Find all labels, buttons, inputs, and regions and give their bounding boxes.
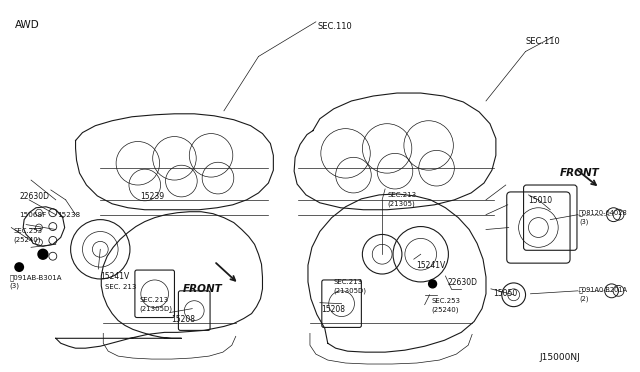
Text: 15238: 15238	[57, 212, 80, 218]
Text: (3): (3)	[10, 283, 19, 289]
Text: (21305D): (21305D)	[140, 306, 173, 312]
Text: 15241V: 15241V	[416, 261, 445, 270]
Text: 22630D: 22630D	[447, 278, 477, 287]
Text: SEC. 213: SEC. 213	[105, 284, 136, 290]
Text: (2): (2)	[579, 296, 588, 302]
Text: (3): (3)	[579, 219, 588, 225]
Text: Ⓒ091A0-B201A: Ⓒ091A0-B201A	[579, 287, 628, 294]
Text: (25240): (25240)	[431, 307, 459, 313]
Text: Ⓒ08120-64028: Ⓒ08120-64028	[579, 210, 628, 217]
Circle shape	[429, 280, 436, 288]
Circle shape	[14, 262, 24, 272]
Text: 15208: 15208	[321, 305, 345, 314]
Text: 15068F: 15068F	[19, 212, 47, 218]
Text: J15000NJ: J15000NJ	[540, 353, 580, 362]
Text: 15208: 15208	[172, 315, 195, 324]
Circle shape	[38, 249, 48, 259]
Text: 15050: 15050	[493, 289, 517, 298]
Text: 15010: 15010	[529, 196, 552, 205]
Text: 15241V: 15241V	[100, 272, 129, 281]
Text: Ⓑ091AB-B301A: Ⓑ091AB-B301A	[10, 274, 62, 280]
Text: SEC.110: SEC.110	[525, 37, 560, 46]
Text: SEC.213: SEC.213	[333, 279, 363, 285]
Text: FRONT: FRONT	[182, 284, 222, 294]
Text: SEC.213: SEC.213	[387, 192, 416, 198]
Text: 15239: 15239	[140, 192, 164, 201]
Text: SEC.253: SEC.253	[13, 228, 42, 234]
Text: 22630D: 22630D	[19, 192, 49, 201]
Text: SEC.253: SEC.253	[431, 298, 461, 304]
Text: SEC.110: SEC.110	[318, 22, 353, 31]
Text: (25240): (25240)	[13, 237, 41, 243]
Text: SEC.213: SEC.213	[140, 297, 169, 303]
Text: (21305D): (21305D)	[333, 288, 367, 294]
Text: (21305): (21305)	[387, 201, 415, 207]
Text: AWD: AWD	[15, 20, 40, 30]
Text: FRONT: FRONT	[560, 168, 600, 178]
